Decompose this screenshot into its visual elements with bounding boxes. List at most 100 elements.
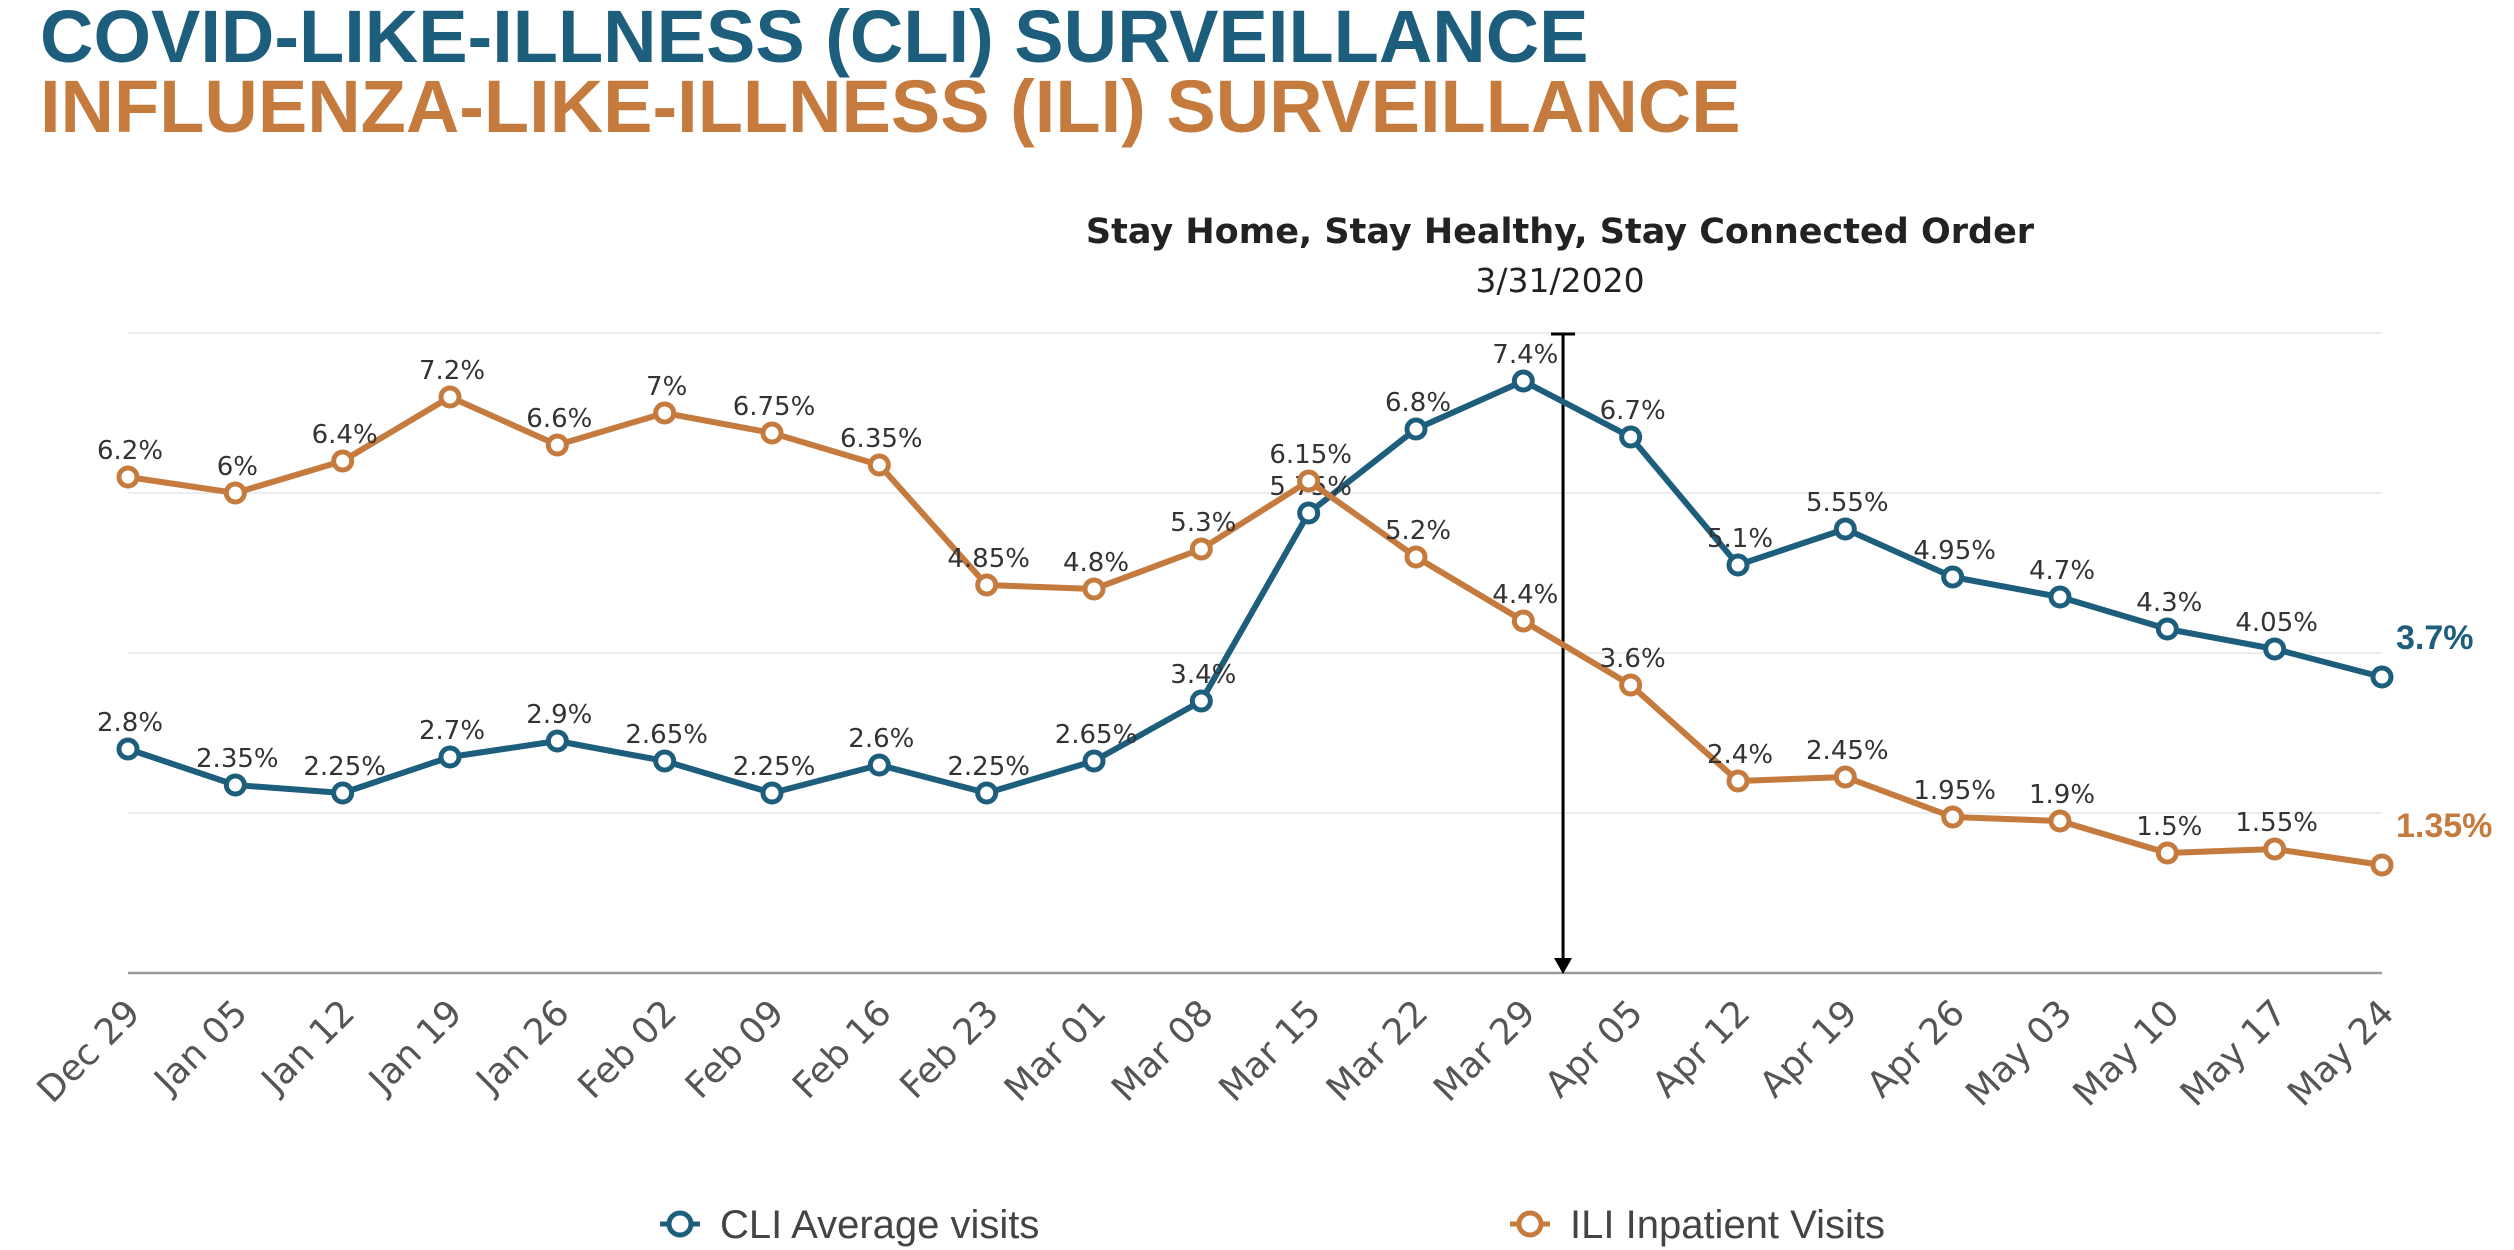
ili-point	[2370, 853, 2394, 877]
cli-data-label: 2.65%	[1055, 720, 1138, 750]
x-tick-label: Mar 22	[1319, 992, 1437, 1110]
cli-point	[975, 781, 999, 805]
x-tick-label: Jan 19	[360, 992, 470, 1102]
ili-point	[2263, 837, 2287, 861]
annotation-date: 3/31/2020	[1475, 261, 1644, 300]
cli-legend-label: CLI Average visits	[720, 1203, 1039, 1247]
cli-point	[2263, 637, 2287, 661]
ili-data-label: 2.4%	[1707, 740, 1773, 770]
ili-point	[2155, 841, 2179, 865]
ili-point	[545, 433, 569, 457]
ili-data-label: 6.4%	[312, 420, 378, 450]
ili-data-label: 6.2%	[97, 436, 163, 466]
ili-point	[1619, 673, 1643, 697]
cli-point	[1297, 501, 1321, 525]
ili-point	[331, 449, 355, 473]
ili-point	[653, 401, 677, 425]
x-tick-label: Jan 12	[253, 992, 363, 1102]
x-tick-label: Mar 01	[997, 992, 1115, 1110]
cli-data-label: 4.3%	[2136, 588, 2202, 618]
ili-data-label: 6.75%	[733, 392, 816, 422]
ili-data-label: 4.85%	[947, 544, 1030, 574]
x-tick-label: May 17	[2173, 992, 2295, 1114]
cli-point	[438, 745, 462, 769]
ili-data-label: 5.3%	[1170, 508, 1236, 538]
cli-data-label: 2.25%	[733, 752, 816, 782]
cli-data-label: 7.4%	[1492, 340, 1558, 370]
cli-point	[331, 781, 355, 805]
ili-data-label-last: 1.35%	[2396, 807, 2492, 845]
ili-data-label: 7.2%	[419, 356, 485, 386]
x-tick-label: Apr 19	[1752, 992, 1866, 1106]
cli-data-label: 2.35%	[196, 744, 279, 774]
cli-point	[545, 729, 569, 753]
cli-data-label: 2.7%	[419, 716, 485, 746]
cli-data-label: 2.65%	[625, 720, 708, 750]
cli-data-label: 4.7%	[2029, 556, 2095, 586]
ili-data-label: 4.4%	[1492, 580, 1558, 610]
ili-point	[1189, 537, 1213, 561]
ili-point	[1941, 805, 1965, 829]
ili-point	[438, 385, 462, 409]
annotation-title: Stay Home, Stay Healthy, Stay Connected …	[1086, 212, 2035, 252]
x-tick-label: Feb 16	[785, 992, 900, 1107]
cli-point	[1189, 689, 1213, 713]
ili-point	[116, 465, 140, 489]
x-tick-label: May 03	[1958, 992, 2080, 1114]
ili-point	[1297, 469, 1321, 493]
ili-point	[975, 573, 999, 597]
cli-data-label: 2.9%	[526, 700, 592, 730]
cli-data-label: 2.25%	[303, 752, 386, 782]
ili-legend-label: ILI Inpatient Visits	[1570, 1203, 1885, 1247]
ili-data-label: 6.6%	[526, 404, 592, 434]
ili-data-label: 6.15%	[1269, 440, 1352, 470]
x-tick-label: Dec 29	[30, 992, 149, 1111]
x-tick-label: Mar 15	[1212, 992, 1330, 1110]
ili-data-label: 6%	[217, 452, 258, 482]
ili-point	[760, 421, 784, 445]
cli-legend-marker	[666, 1210, 694, 1238]
cli-data-label: 4.95%	[1913, 536, 1996, 566]
annotation-arrowhead	[1554, 958, 1573, 974]
cli-point	[2048, 585, 2072, 609]
ili-data-label: 6.35%	[840, 424, 923, 454]
cli-data-label: 5.55%	[1806, 488, 1889, 518]
ili-point	[1726, 769, 1750, 793]
cli-data-label: 5.1%	[1707, 524, 1773, 554]
cli-data-label: 6.7%	[1600, 396, 1666, 426]
ili-data-label: 5.2%	[1385, 516, 1451, 546]
cli-data-label: 2.8%	[97, 708, 163, 738]
ili-data-label: 1.55%	[2235, 808, 2318, 838]
cli-point	[1404, 417, 1428, 441]
ili-data-label: 1.5%	[2136, 812, 2202, 842]
ili-point	[1082, 577, 1106, 601]
cli-data-label: 3.4%	[1170, 660, 1236, 690]
ili-point	[1404, 545, 1428, 569]
x-tick-label: Feb 23	[892, 992, 1007, 1107]
x-tick-label: Jan 05	[146, 992, 256, 1102]
cli-point	[867, 753, 891, 777]
cli-data-label: 4.05%	[2235, 608, 2318, 638]
ili-point	[2048, 809, 2072, 833]
title-cli: COVID-LIKE-ILLNESS (CLI) SURVEILLANCE	[40, 0, 1589, 78]
cli-point	[1511, 369, 1535, 393]
cli-point	[2370, 665, 2394, 689]
x-tick-label: May 10	[2066, 992, 2188, 1114]
ili-series-line	[125, 394, 2385, 868]
ili-data-label: 4.8%	[1063, 548, 1129, 578]
cli-series-line	[125, 378, 2385, 796]
cli-point	[760, 781, 784, 805]
ili-legend-marker	[1516, 1210, 1544, 1238]
ili-point	[223, 481, 247, 505]
cli-point	[1082, 749, 1106, 773]
ili-point	[1511, 609, 1535, 633]
x-tick-label: Apr 05	[1538, 992, 1652, 1106]
cli-data-label: 6.8%	[1385, 388, 1451, 418]
ili-data-label: 3.6%	[1600, 644, 1666, 674]
ili-data-label: 1.95%	[1913, 776, 1996, 806]
ili-data-label: 1.9%	[2029, 780, 2095, 810]
cli-data-label-last: 3.7%	[2396, 619, 2474, 657]
cli-point	[653, 749, 677, 773]
x-tick-label: Apr 26	[1860, 992, 1974, 1106]
